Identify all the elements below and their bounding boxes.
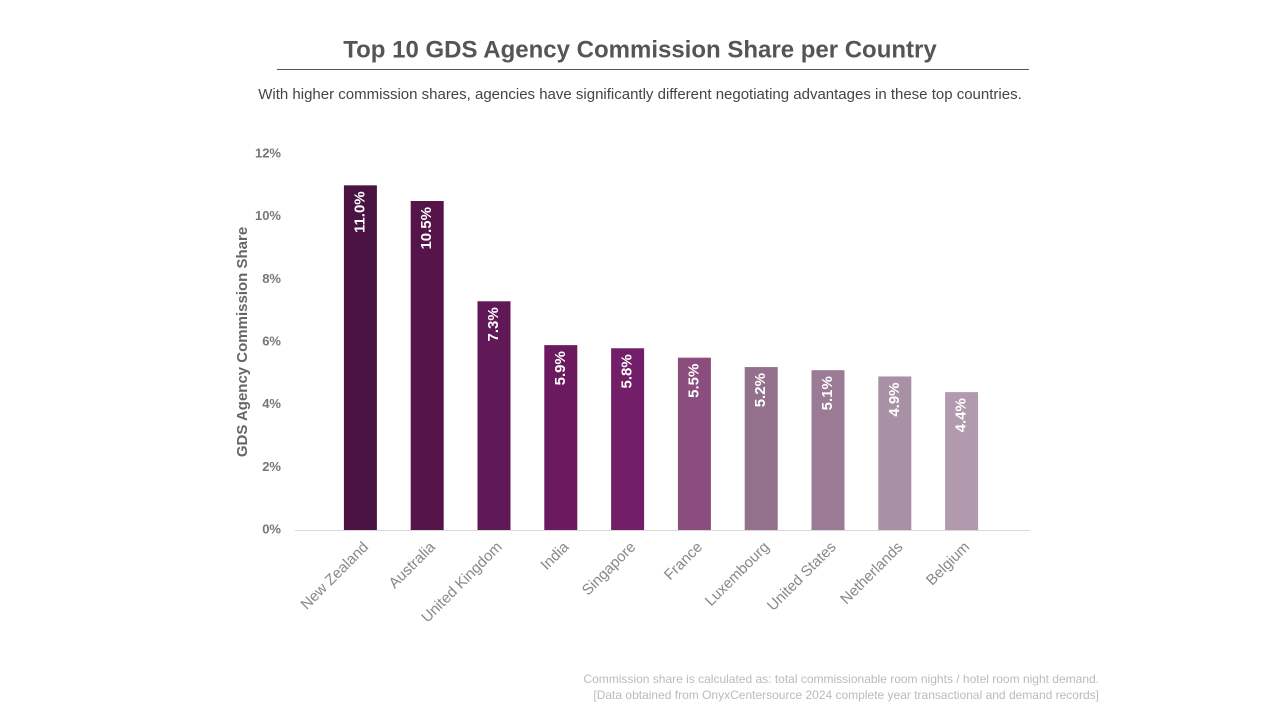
value-label: 10.5% bbox=[418, 207, 435, 250]
x-tick-label: France bbox=[661, 539, 706, 584]
bar bbox=[945, 392, 979, 530]
x-tick-label: India bbox=[537, 538, 572, 573]
value-label: 11.0% bbox=[351, 191, 368, 233]
y-axis-label: GDS Agency Commission Share bbox=[234, 227, 251, 457]
x-tick-label: New Zealand bbox=[298, 539, 373, 614]
x-tick-label: Singapore bbox=[579, 539, 639, 599]
y-tick-label: 4% bbox=[262, 396, 281, 411]
bar bbox=[611, 348, 645, 530]
bar bbox=[544, 345, 578, 530]
value-label: 4.9% bbox=[886, 382, 903, 416]
y-tick-label: 12% bbox=[255, 145, 281, 160]
y-tick-label: 6% bbox=[262, 333, 281, 348]
bar bbox=[811, 370, 845, 530]
y-tick-label: 10% bbox=[255, 208, 281, 223]
chart-title: Top 10 GDS Agency Commission Share per C… bbox=[343, 36, 937, 63]
x-tick-label: Luxembourg bbox=[702, 539, 773, 610]
y-tick-label: 2% bbox=[262, 459, 281, 474]
bar bbox=[343, 185, 377, 531]
value-label: 5.9% bbox=[552, 351, 569, 385]
x-tick-label: Australia bbox=[386, 538, 440, 592]
value-label: 5.8% bbox=[619, 354, 636, 388]
bar bbox=[410, 201, 444, 530]
footnote: Commission share is calculated as: total… bbox=[583, 672, 1099, 686]
value-label: 5.1% bbox=[819, 376, 836, 410]
value-label: 4.4% bbox=[953, 398, 970, 432]
value-label: 5.5% bbox=[685, 364, 702, 398]
value-label: 5.2% bbox=[752, 373, 769, 407]
footnote: [Data obtained from OnyxCentersource 202… bbox=[593, 688, 1099, 702]
y-tick-label: 8% bbox=[262, 271, 281, 286]
y-tick-label: 0% bbox=[262, 521, 281, 536]
bar bbox=[744, 367, 778, 530]
bar bbox=[677, 357, 711, 530]
bar bbox=[477, 301, 511, 530]
x-tick-label: United States bbox=[764, 539, 840, 615]
x-tick-label: Netherlands bbox=[837, 539, 906, 608]
chart-subtitle: With higher commission shares, agencies … bbox=[258, 86, 1022, 103]
value-label: 7.3% bbox=[485, 307, 502, 341]
bar bbox=[878, 376, 912, 530]
x-tick-label: Belgium bbox=[923, 539, 973, 589]
